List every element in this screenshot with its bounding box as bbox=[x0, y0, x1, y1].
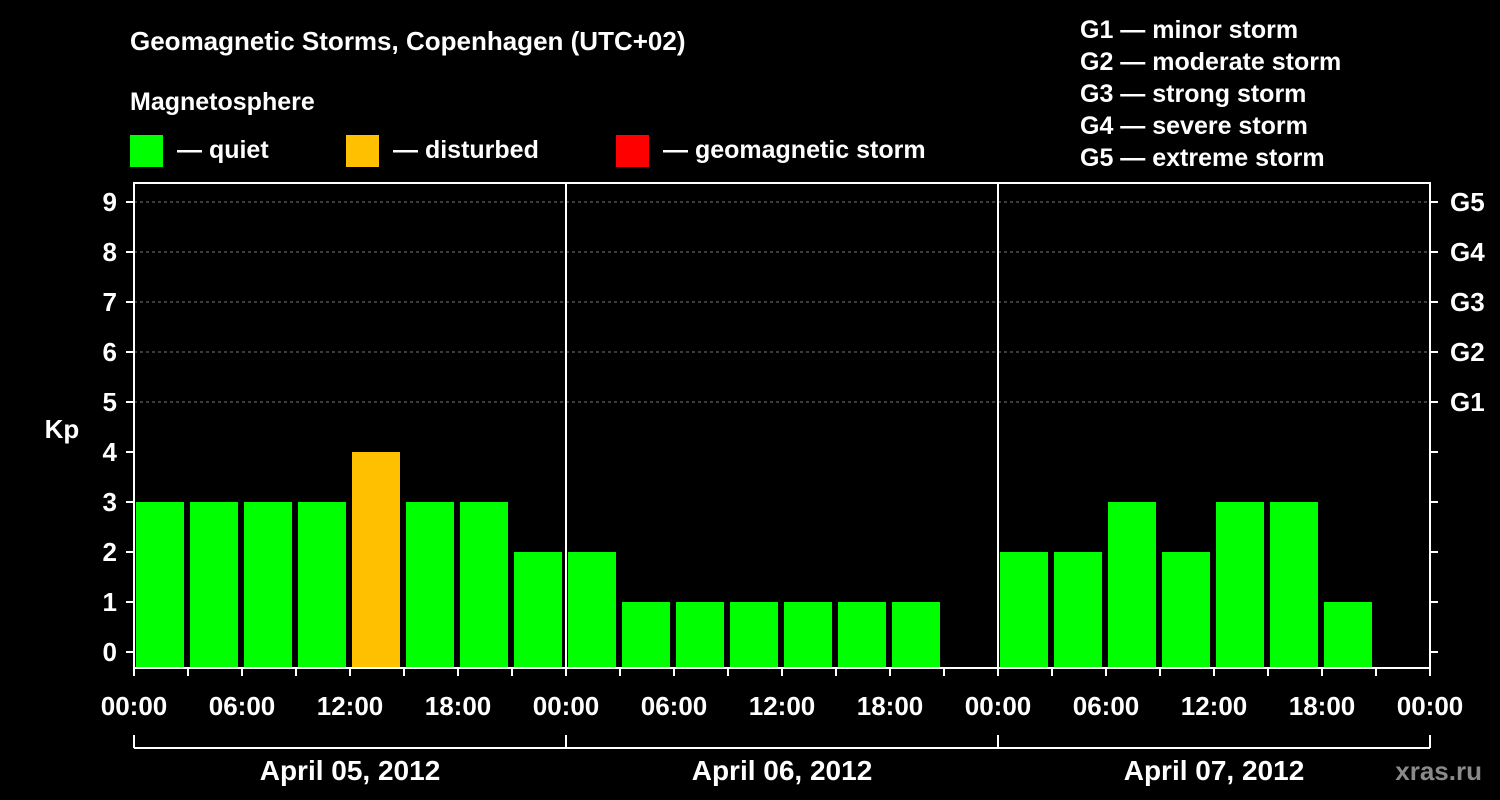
y-tick-label: 9 bbox=[103, 187, 117, 217]
y-tick-label: 8 bbox=[103, 237, 117, 267]
kp-bar bbox=[892, 602, 940, 668]
x-tick-label: 06:00 bbox=[641, 691, 708, 721]
y-tick-label: 4 bbox=[103, 437, 118, 467]
kp-bar bbox=[1162, 552, 1210, 668]
storm-scale-g2: G2 — moderate storm bbox=[1080, 48, 1341, 76]
y-tick-label: 7 bbox=[103, 287, 117, 317]
storm-level-label: G1 bbox=[1450, 387, 1485, 417]
legend-swatch-disturbed bbox=[346, 135, 379, 167]
y-tick-label: 2 bbox=[103, 537, 117, 567]
storm-level-label: G4 bbox=[1450, 237, 1485, 267]
storm-level-label: G3 bbox=[1450, 287, 1485, 317]
x-tick-label: 18:00 bbox=[1289, 691, 1356, 721]
kp-bar bbox=[1216, 502, 1264, 668]
storm-scale-g4: G4 — severe storm bbox=[1080, 112, 1308, 140]
x-tick-label: 00:00 bbox=[965, 691, 1032, 721]
storm-scale-g5: G5 — extreme storm bbox=[1080, 144, 1325, 172]
kp-bar bbox=[1054, 552, 1102, 668]
x-tick-label: 18:00 bbox=[857, 691, 924, 721]
x-tick-label: 18:00 bbox=[425, 691, 492, 721]
kp-bar bbox=[1324, 602, 1372, 668]
kp-bar bbox=[1000, 552, 1048, 668]
kp-bar bbox=[784, 602, 832, 668]
x-tick-label: 12:00 bbox=[749, 691, 816, 721]
date-label: April 07, 2012 bbox=[1124, 755, 1305, 786]
plot-area: 0 1 2 3 4 5 6 7 8 9 G1 G2 G3 G4 G5 00:00 06:00 12:00 18:00… bbox=[101, 182, 1485, 786]
legend-heading: Magnetosphere bbox=[130, 88, 315, 116]
kp-bar bbox=[244, 502, 292, 668]
x-tick-label: 06:00 bbox=[1073, 691, 1140, 721]
y-axis-label: Kp bbox=[45, 414, 80, 444]
date-label: April 06, 2012 bbox=[692, 755, 873, 786]
storm-level-label: G5 bbox=[1450, 187, 1485, 217]
kp-bar bbox=[568, 552, 616, 668]
watermark: xras.ru bbox=[1395, 756, 1482, 786]
kp-bar bbox=[676, 602, 724, 668]
legend-label-storm: — geomagnetic storm bbox=[663, 136, 926, 164]
kp-bar bbox=[622, 602, 670, 668]
legend-swatch-quiet bbox=[130, 135, 163, 167]
chart-title: Geomagnetic Storms, Copenhagen (UTC+02) bbox=[130, 26, 685, 56]
storm-scale-g1: G1 — minor storm bbox=[1080, 16, 1298, 44]
x-tick-label: 00:00 bbox=[1397, 691, 1464, 721]
kp-bar bbox=[406, 502, 454, 668]
x-tick-label: 00:00 bbox=[533, 691, 600, 721]
kp-bar bbox=[298, 502, 346, 668]
y-tick-label: 3 bbox=[103, 487, 117, 517]
y-tick-label: 6 bbox=[103, 337, 117, 367]
kp-bar bbox=[838, 602, 886, 668]
kp-bar bbox=[514, 552, 562, 668]
x-tick-label: 12:00 bbox=[1181, 691, 1248, 721]
date-label: April 05, 2012 bbox=[260, 755, 441, 786]
kp-bar bbox=[730, 602, 778, 668]
legend-swatch-storm bbox=[616, 135, 649, 167]
storm-scale-g3: G3 — strong storm bbox=[1080, 80, 1306, 108]
legend-label-disturbed: — disturbed bbox=[393, 136, 539, 164]
x-tick-label: 00:00 bbox=[101, 691, 168, 721]
x-tick-label: 12:00 bbox=[317, 691, 384, 721]
y-tick-label: 5 bbox=[103, 387, 117, 417]
kp-bar bbox=[190, 502, 238, 668]
storm-level-label: G2 bbox=[1450, 337, 1485, 367]
kp-bar bbox=[1270, 502, 1318, 668]
x-tick-label: 06:00 bbox=[209, 691, 276, 721]
kp-bar bbox=[352, 452, 400, 668]
kp-bar bbox=[460, 502, 508, 668]
y-tick-label: 1 bbox=[103, 587, 117, 617]
kp-bar bbox=[1108, 502, 1156, 668]
y-tick-label: 0 bbox=[103, 637, 117, 667]
legend-label-quiet: — quiet bbox=[177, 136, 269, 164]
kp-bar bbox=[136, 502, 184, 668]
